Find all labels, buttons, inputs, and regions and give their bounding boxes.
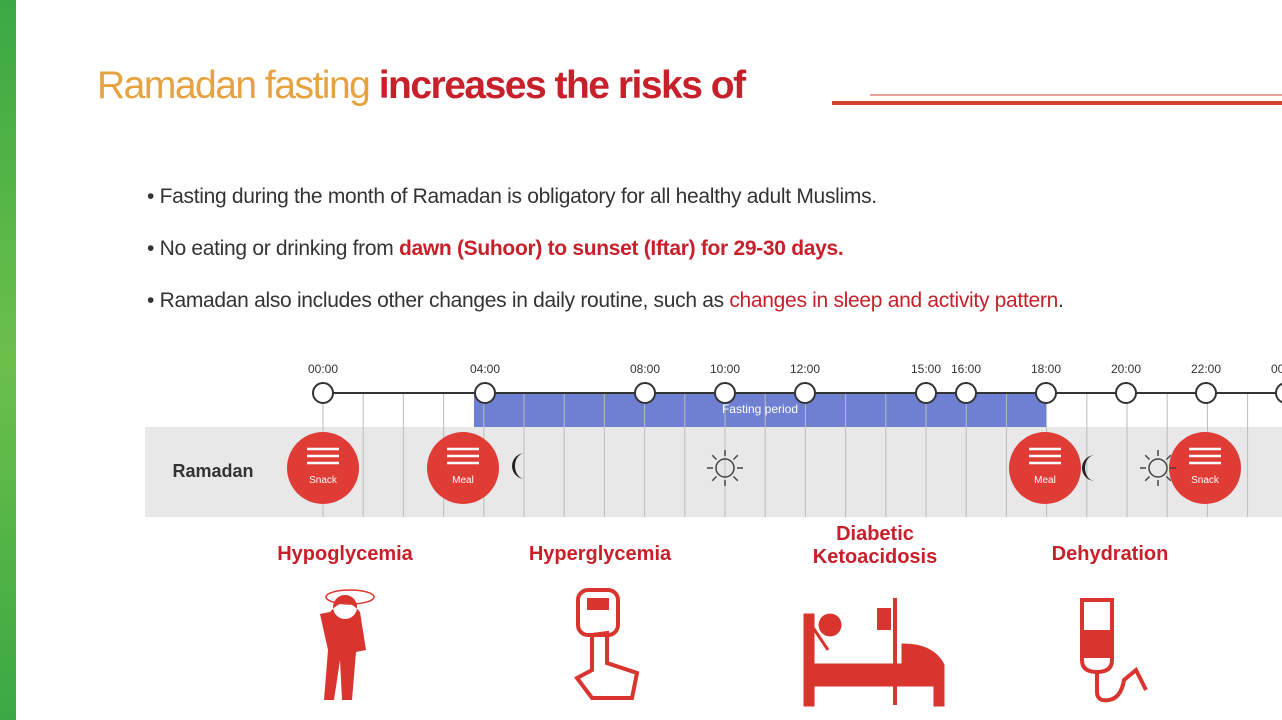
sun-ray [732,475,739,482]
risk-icon [576,588,620,637]
sun-ray [1165,475,1172,482]
moon-icon [1082,455,1095,481]
side-bar [0,0,16,720]
risk-label: Dehydration [1052,543,1169,565]
bullet-text: No eating or drinking from [159,237,399,260]
time-node [474,382,496,404]
title: Ramadan fasting increases the risks of [97,64,746,108]
meal-icon [1169,432,1241,504]
bullet: • Fasting during the month of Ramadan is… [147,185,878,208]
time-node [915,382,937,404]
risk-icon [325,589,375,605]
bullet-text: dawn (Suhoor) to sunset (Iftar) for 29-3… [398,237,844,260]
sun-ray [1144,454,1151,461]
meal-label: Meal [452,475,474,486]
meal-label: Meal [1034,475,1056,486]
bullet-text: Ramadan also includes other changes in d… [159,289,730,312]
time-label: 08:00 [630,362,660,376]
bullet-text: . [1057,289,1064,312]
time-label: 00:00 [308,362,338,376]
meal-label: Snack [309,475,338,486]
time-label: 10:00 [710,362,740,376]
time-node [794,382,816,404]
time-node [634,382,656,404]
risk-icon [1080,598,1148,703]
time-node [312,382,334,404]
time-node [1115,382,1137,404]
meal-icon [287,432,359,504]
moon-icon [512,453,525,479]
time-label: 00:00 [1271,362,1282,376]
risk-label: Hypoglycemia [277,543,413,565]
fasting-label: Fasting period [722,402,798,416]
risk-icon [803,613,945,707]
row-label: Ramadan [172,461,253,481]
risk-icon [574,630,640,700]
risk-label: Diabetic [836,523,914,545]
time-node [1275,382,1282,404]
bullet: • Ramadan also includes other changes in… [147,289,1064,312]
risk-label: Hyperglycemia [529,543,672,565]
time-label: 16:00 [951,362,981,376]
sun-icon [1148,458,1168,478]
meal-icon [1009,432,1081,504]
time-node [714,382,736,404]
risk-icon [587,598,609,610]
bullet-text: changes in sleep and activity pattern [729,289,1058,312]
time-node [1195,382,1217,404]
meal-icon [427,432,499,504]
sun-ray [711,475,718,482]
risk-label: Ketoacidosis [813,546,937,568]
sun-ray [732,454,739,461]
time-label: 12:00 [790,362,820,376]
meal-label: Snack [1191,475,1220,486]
time-label: 15:00 [911,362,941,376]
bullet-text: Fasting during the month of Ramadan is o… [159,185,878,208]
title-emphasis: increases the risks of [378,64,746,107]
time-node [1035,382,1057,404]
risk-icon [1084,630,1110,658]
risk-icon [320,595,366,700]
sun-icon [715,458,735,478]
sun-ray [1144,475,1151,482]
sun-ray [711,454,718,461]
time-label: 04:00 [470,362,500,376]
risk-icon [877,608,891,630]
time-label: 22:00 [1191,362,1221,376]
bullet: • No eating or drinking from dawn (Suhoo… [147,237,844,260]
sun-ray [1165,454,1172,461]
time-label: 18:00 [1031,362,1061,376]
title-lead: Ramadan fasting [97,64,371,107]
time-label: 20:00 [1111,362,1141,376]
time-node [955,382,977,404]
